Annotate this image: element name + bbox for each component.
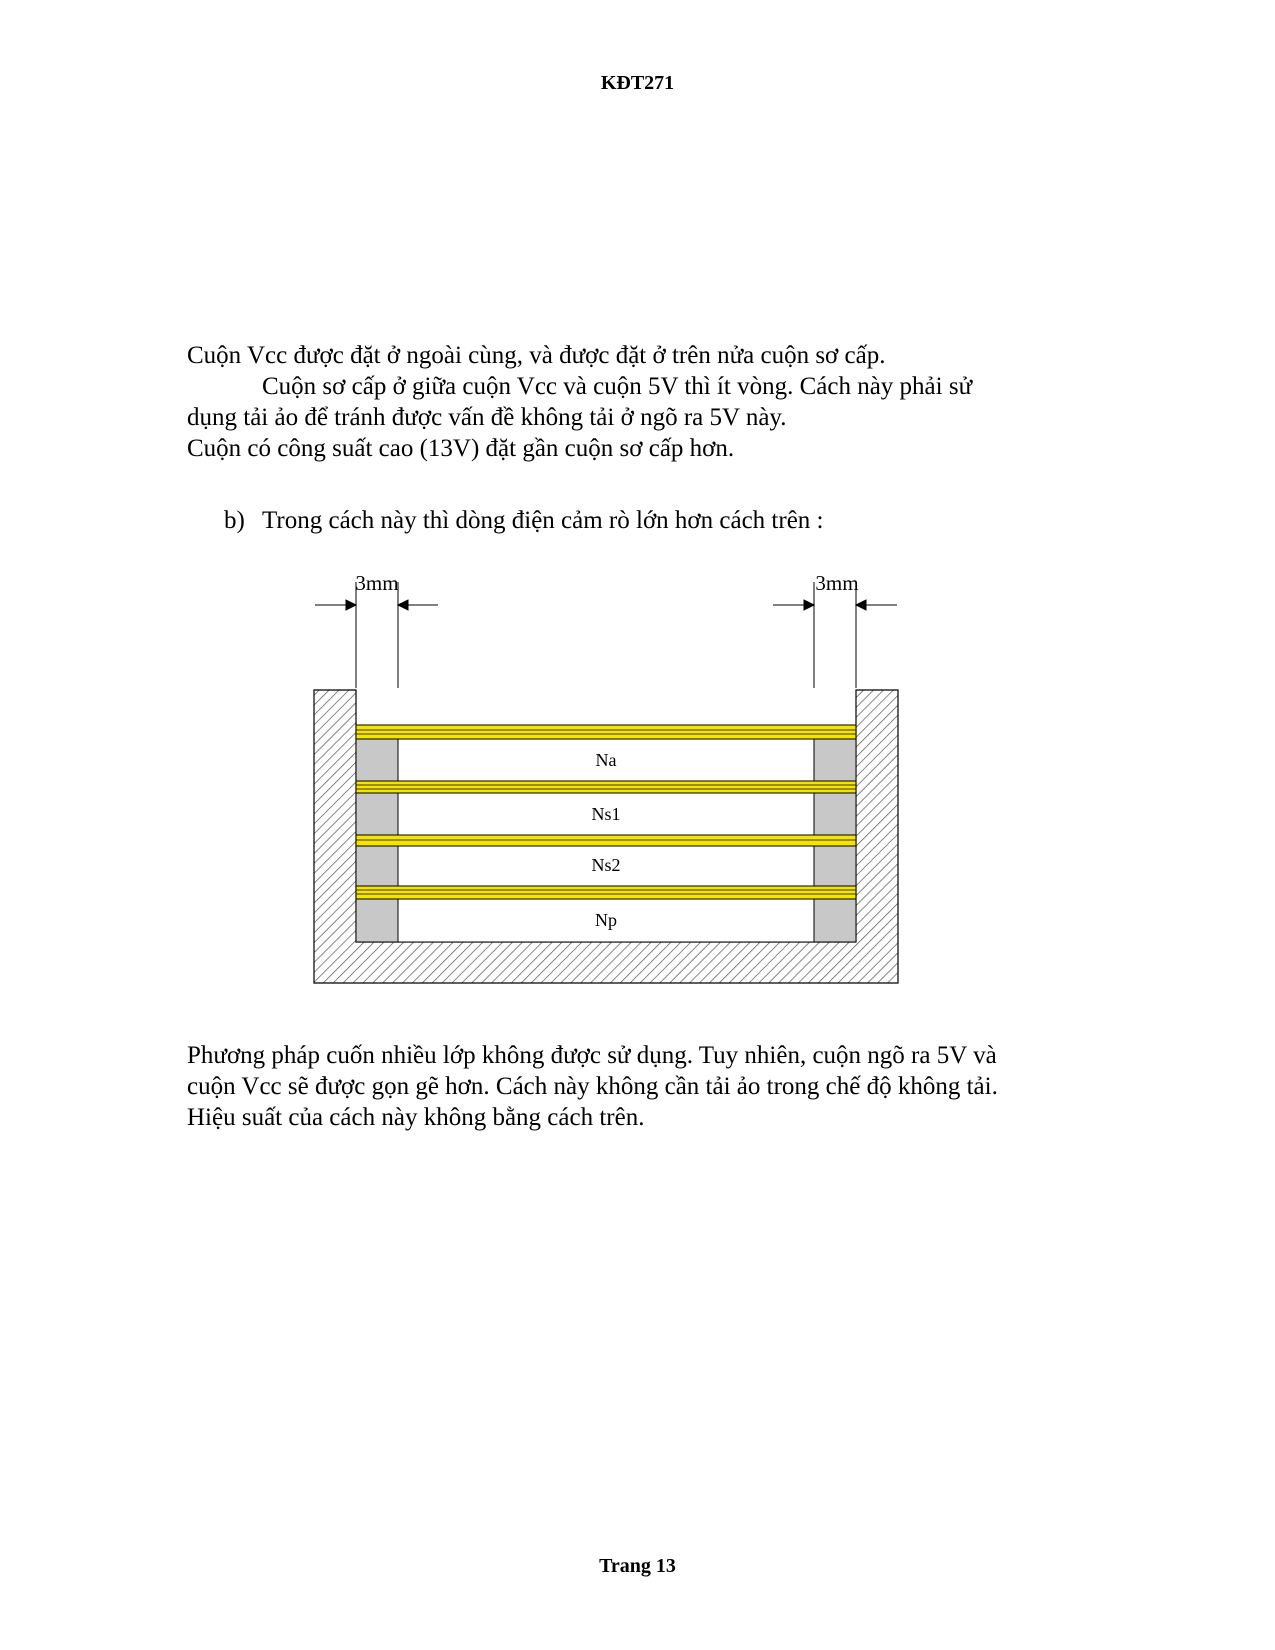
text-line: dụng tải ảo để tránh được vấn đề không t…	[187, 404, 787, 431]
text-line: Cuộn sơ cấp ở giữa cuộn Vcc và cuộn 5V t…	[262, 373, 973, 400]
insulation-tape-4	[355, 885, 857, 900]
layer-label-ns2: Ns2	[591, 855, 620, 875]
text-line: Phương pháp cuốn nhiều lớp không được sử…	[187, 1042, 997, 1069]
list-item-text: Trong cách này thì dòng điện cảm rò lớn …	[262, 507, 824, 534]
text-line: Hiệu suất của cách này không bằng cách t…	[187, 1104, 645, 1131]
paragraph-bottom: Phương pháp cuốn nhiều lớp không được sử…	[187, 1040, 1087, 1133]
dimension-left	[315, 582, 438, 688]
winding-area-na	[397, 738, 815, 782]
list-item-b: b) Trong cách này thì dòng điện cảm rò lớ…	[224, 505, 824, 536]
layer-label-na: Na	[596, 750, 617, 770]
insulation-tape-1	[355, 724, 857, 740]
winding-area-ns2	[397, 845, 815, 887]
layer-label-np: Np	[595, 910, 617, 930]
insulation-tape-3	[355, 834, 857, 847]
dimension-label-left: 3mm	[355, 571, 398, 595]
winding-area-np	[397, 898, 815, 943]
winding-diagram-svg: 3mm 3mm	[313, 571, 899, 984]
text-line: cuộn Vcc sẽ được gọn gẽ hơn. Cách này kh…	[187, 1073, 998, 1100]
list-marker: b)	[224, 507, 245, 534]
winding-diagram: 3mm 3mm	[310, 570, 970, 1040]
insulation-tape-2	[355, 780, 857, 794]
winding-area-ns1	[397, 792, 815, 836]
text-line: Cuộn Vcc được đặt ở ngoài cùng, và được …	[187, 342, 886, 369]
dimension-label-right: 3mm	[815, 571, 858, 595]
layer-label-ns1: Ns1	[591, 804, 620, 824]
text-line: Cuộn có công suất cao (13V) đặt gần cuộn…	[187, 435, 735, 462]
document-code-header: KĐT271	[600, 72, 675, 94]
page-number-footer: Trang 13	[599, 1555, 676, 1577]
paragraph-top: Cuộn Vcc được đặt ở ngoài cùng, và được …	[187, 340, 1087, 464]
dimension-right	[773, 582, 897, 688]
